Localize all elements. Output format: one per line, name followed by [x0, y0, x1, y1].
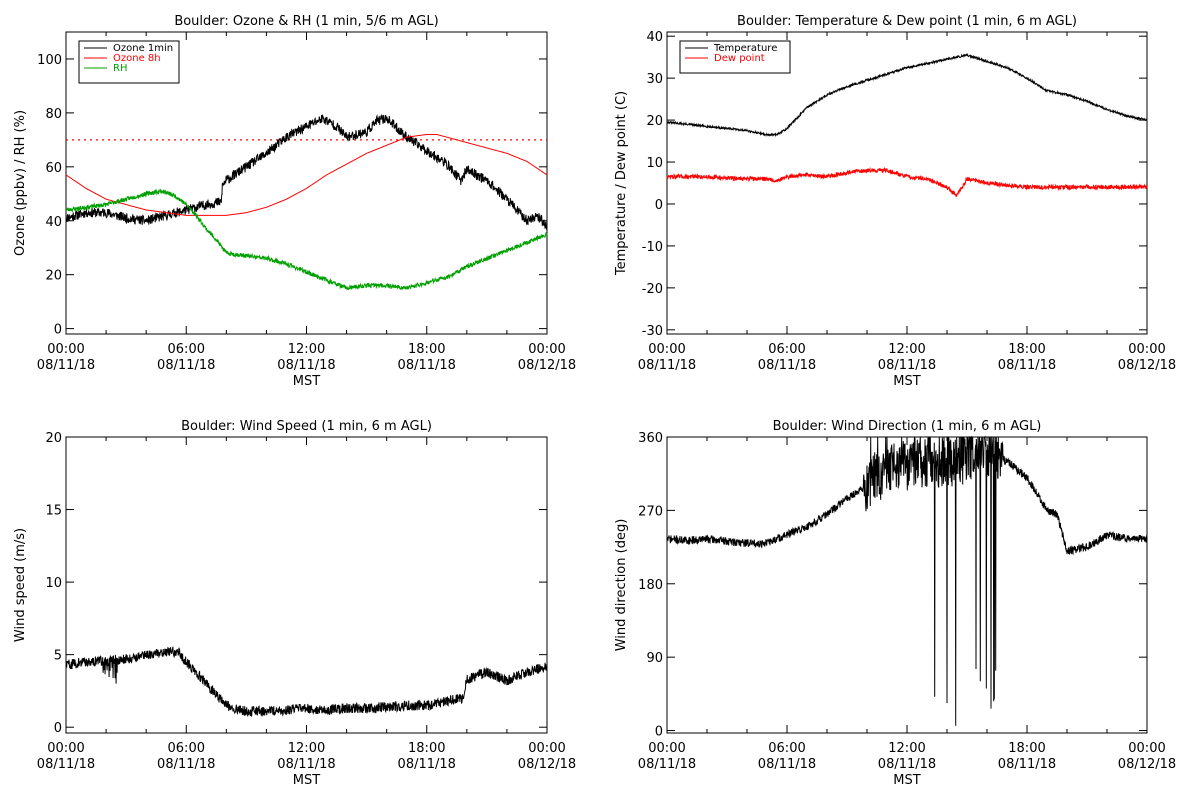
y-tick-label: 10 [646, 156, 663, 171]
y-axis-label: Wind speed (m/s) [13, 528, 28, 642]
x-tick-date-label: 08/12/18 [518, 358, 576, 373]
series-line-temperature [666, 52, 1148, 138]
x-tick-date-label: 08/12/18 [1118, 757, 1176, 772]
y-tick-label: 10 [45, 576, 62, 591]
wspd-chart: Boulder: Wind Speed (1 min, 6 m AGL) 0 5 10… [13, 419, 576, 788]
y-tick-label: 270 [638, 504, 663, 519]
legend-box [679, 40, 791, 74]
y-axis-label: Ozone (ppbv) / RH (%) [13, 110, 28, 256]
x-tick-date-label: 08/11/18 [758, 358, 816, 373]
x-tick-date-label: 08/11/18 [638, 358, 696, 373]
series-line-ozone-8h [65, 134, 548, 216]
x-tick-date-label: 08/11/18 [998, 358, 1056, 373]
legend-label: Ozone 8h [113, 53, 161, 64]
x-tick-date-label: 08/11/18 [878, 358, 936, 373]
y-tick-label: 5 [54, 649, 62, 664]
y-tick-label: 30 [646, 72, 663, 87]
series-line-ozone-1min [65, 114, 548, 230]
legend-label: Dew point [714, 53, 765, 64]
x-tick-time-label: 06:00 [768, 741, 805, 756]
series-line-rh [65, 188, 548, 291]
x-axis-label: MST [893, 773, 920, 788]
x-tick-time-label: 06:00 [768, 342, 805, 357]
x-tick-date-label: 08/11/18 [998, 757, 1056, 772]
x-tick-time-label: 00:00 [648, 342, 685, 357]
x-tick-date-label: 08/11/18 [398, 358, 456, 373]
chart-title: Boulder: Temperature & Dew point (1 min,… [737, 14, 1077, 29]
x-tick-date-label: 08/11/18 [638, 757, 696, 772]
x-tick-time-label: 18:00 [408, 741, 445, 756]
x-tick-date-label: 08/11/18 [157, 757, 215, 772]
chart-title: Boulder: Ozone & RH (1 min, 5/6 m AGL) [174, 14, 438, 29]
y-tick-label: 15 [45, 504, 62, 519]
y-tick-label: 100 [37, 53, 62, 68]
y-tick-label: 0 [54, 721, 62, 736]
x-tick-time-label: 00:00 [1128, 741, 1165, 756]
legend-label: Temperature [713, 43, 777, 54]
x-tick-date-label: 08/11/18 [277, 757, 335, 772]
wdir-chart: Boulder: Wind Direction (1 min, 6 m AGL)… [614, 419, 1176, 788]
x-axis-label: MST [293, 374, 320, 389]
x-tick-date-label: 08/11/18 [157, 358, 215, 373]
x-tick-time-label: 12:00 [288, 342, 325, 357]
x-tick-date-label: 08/11/18 [878, 757, 936, 772]
y-axis-label: Wind direction (deg) [614, 519, 629, 652]
y-tick-label: 20 [45, 431, 62, 446]
y-tick-label: -10 [642, 240, 663, 255]
x-tick-time-label: 06:00 [168, 741, 205, 756]
x-tick-time-label: 00:00 [47, 741, 84, 756]
y-tick-label: 0 [655, 198, 663, 213]
chart-title: Boulder: Wind Speed (1 min, 6 m AGL) [181, 419, 432, 434]
y-tick-label: -20 [642, 282, 663, 297]
y-tick-label: 90 [646, 651, 663, 666]
ozone-chart: Boulder: Ozone & RH (1 min, 5/6 m AGL) 0 2… [13, 14, 576, 389]
x-tick-time-label: 12:00 [888, 342, 925, 357]
x-tick-time-label: 00:00 [528, 342, 565, 357]
series-line-wind-speed [65, 646, 548, 718]
chart-title: Boulder: Wind Direction (1 min, 6 m AGL) [773, 419, 1042, 434]
x-tick-time-label: 12:00 [888, 741, 925, 756]
series-line-wind-direction [666, 435, 1148, 726]
x-axis-label: MST [293, 773, 320, 788]
y-tick-label: 0 [54, 323, 62, 338]
y-tick-label: 0 [655, 725, 663, 740]
x-tick-date-label: 08/12/18 [1118, 358, 1176, 373]
x-tick-time-label: 18:00 [1008, 342, 1045, 357]
y-tick-label: 40 [45, 215, 62, 230]
y-tick-label: 360 [638, 431, 663, 446]
y-tick-label: 80 [45, 107, 62, 122]
x-tick-time-label: 06:00 [168, 342, 205, 357]
y-tick-label: -30 [642, 324, 663, 339]
x-axis-label: MST [893, 374, 920, 389]
y-tick-label: 40 [646, 30, 663, 45]
x-tick-date-label: 08/11/18 [758, 757, 816, 772]
x-tick-time-label: 18:00 [408, 342, 445, 357]
y-tick-label: 20 [646, 114, 663, 129]
legend-label: RH [113, 63, 127, 74]
x-tick-date-label: 08/12/18 [518, 757, 576, 772]
x-tick-date-label: 08/11/18 [398, 757, 456, 772]
x-tick-time-label: 00:00 [47, 342, 84, 357]
y-tick-label: 20 [45, 269, 62, 284]
x-tick-time-label: 12:00 [288, 741, 325, 756]
y-axis-label: Temperature / Dew point (C) [614, 91, 629, 276]
x-tick-date-label: 08/11/18 [277, 358, 335, 373]
x-tick-date-label: 08/11/18 [37, 757, 95, 772]
x-tick-time-label: 00:00 [1128, 342, 1165, 357]
y-tick-label: 60 [45, 161, 62, 176]
y-tick-label: 180 [638, 578, 663, 593]
x-tick-time-label: 00:00 [528, 741, 565, 756]
plot-frame [65, 436, 548, 734]
temp-chart: Boulder: Temperature & Dew point (1 min,… [614, 14, 1176, 389]
plot-frame [666, 31, 1148, 335]
series-line-dew-point [666, 166, 1148, 198]
x-tick-date-label: 08/11/18 [37, 358, 95, 373]
legend-label: Ozone 1min [113, 43, 173, 54]
x-tick-time-label: 00:00 [648, 741, 685, 756]
x-tick-time-label: 18:00 [1008, 741, 1045, 756]
